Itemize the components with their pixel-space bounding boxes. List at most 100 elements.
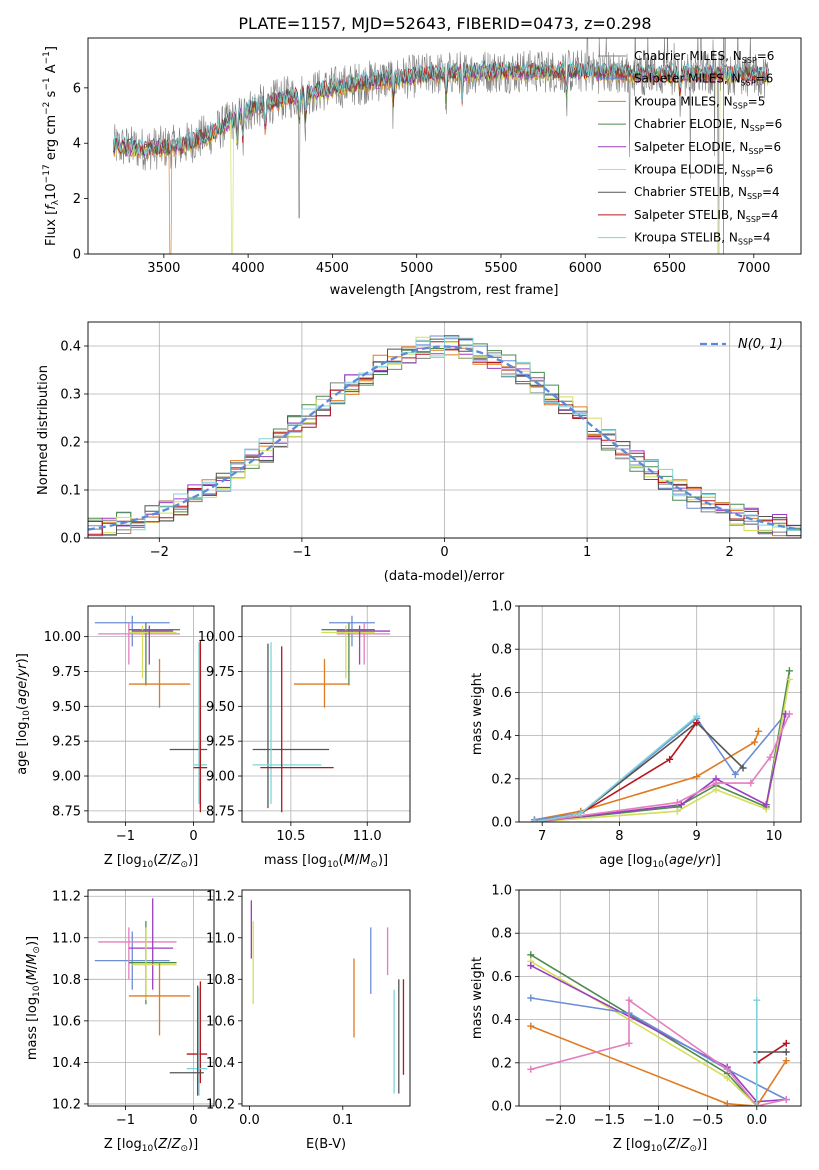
data-marker xyxy=(530,818,538,822)
y-tick-label: 8.75 xyxy=(52,804,81,819)
figure-title: PLATE=1157, MJD=52643, FIBERID=0473, z=0… xyxy=(238,14,651,33)
y-tick-label: 4 xyxy=(73,137,81,152)
x-tick-label: 4500 xyxy=(316,261,349,276)
plot-area xyxy=(250,900,405,1094)
y-axis-label: Flux [fλ10−17 erg cm−2 s−1 A−1] xyxy=(42,46,61,246)
x-tick-label: 11.0 xyxy=(353,829,382,844)
legend-entry: N(0, 1) xyxy=(738,337,783,352)
panel-mass_weight_vs_Z: −2.0 −1.5 −1.0 −0.5 0.0 0.0 0.2 0.4 0.6 0.8 1.0 Z [… xyxy=(470,884,802,1154)
y-tick-label: 0.4 xyxy=(60,340,81,355)
data-marker xyxy=(723,1065,731,1073)
data-marker xyxy=(527,962,535,970)
y-axis-label: Normed distribution xyxy=(36,365,51,495)
spectrum-model-line xyxy=(112,60,769,156)
plot-area xyxy=(252,615,391,813)
y-tick-label: 1.0 xyxy=(491,884,512,899)
y-tick-label: 11.0 xyxy=(206,931,235,946)
data-marker xyxy=(785,667,793,675)
data-marker xyxy=(753,996,761,1004)
data-marker xyxy=(577,809,585,817)
y-tick-label: 10.6 xyxy=(206,1014,235,1029)
x-axis-label: Z [log10(Z/Z⊙)] xyxy=(104,1137,198,1154)
y-tick-label: 6 xyxy=(73,81,81,96)
legend-entry: Kroupa STELIB, NSSP=4 xyxy=(634,231,771,247)
spectrum-model-line xyxy=(112,60,769,156)
data-marker xyxy=(731,770,739,778)
y-tick-label: 9.50 xyxy=(52,700,81,715)
x-tick-label: 7000 xyxy=(737,261,770,276)
x-axis-label: Z [log10(Z/Z⊙)] xyxy=(613,1137,707,1154)
y-tick-label: 9.00 xyxy=(52,770,81,785)
y-tick-label: 9.25 xyxy=(206,735,235,750)
data-marker xyxy=(782,1096,790,1104)
y-tick-label: 0.8 xyxy=(491,927,512,942)
data-marker xyxy=(527,994,535,1002)
axes-frame xyxy=(87,605,215,823)
data-marker xyxy=(782,1048,790,1056)
data-marker xyxy=(712,779,720,787)
legend-entry: Chabrier STELIB, NSSP=4 xyxy=(634,185,780,201)
y-tick-label: 10.00 xyxy=(44,630,81,645)
x-tick-label: 2 xyxy=(726,545,734,560)
data-marker xyxy=(625,996,633,1004)
x-axis-label: wavelength [Angstrom, rest frame] xyxy=(330,283,559,298)
x-tick-label: 5500 xyxy=(484,261,517,276)
series-line xyxy=(530,1025,787,1106)
x-tick-label: 0.1 xyxy=(332,1113,353,1128)
data-marker xyxy=(712,786,720,794)
y-tick-label: 0.8 xyxy=(491,643,512,658)
x-tick-label: 8 xyxy=(615,829,623,844)
y-tick-label: 0.2 xyxy=(491,772,512,787)
x-tick-label: −2.0 xyxy=(544,1113,576,1128)
gaussian-curve xyxy=(88,345,801,531)
x-tick-label: −1 xyxy=(116,829,135,844)
y-axis-label: mass weight xyxy=(470,673,485,755)
y-tick-label: 0.0 xyxy=(491,1100,512,1115)
y-tick-label: 0.2 xyxy=(491,1056,512,1071)
y-tick-label: 10.00 xyxy=(198,630,235,645)
data-marker xyxy=(673,807,681,815)
y-tick-label: 10.4 xyxy=(206,1056,235,1071)
y-tick-label: 9.25 xyxy=(52,735,81,750)
y-tick-label: 0.1 xyxy=(60,484,81,499)
x-tick-label: −1 xyxy=(292,545,311,560)
series-line xyxy=(534,713,787,822)
panel-age_vs_Z: −1 0 8.75 9.00 9.25 9.50 9.75 10.00 Z [log10(Z/Z… xyxy=(15,605,215,870)
spectrum-data-line xyxy=(113,38,769,254)
y-tick-label: 10.8 xyxy=(52,973,81,988)
x-tick-label: 6500 xyxy=(653,261,686,276)
y-tick-label: 10.2 xyxy=(206,1097,235,1112)
x-tick-label: 10.5 xyxy=(276,829,305,844)
plot-area xyxy=(527,951,790,1106)
axes-frame xyxy=(518,605,802,823)
axes-frame xyxy=(87,321,802,539)
x-tick-label: 6000 xyxy=(569,261,602,276)
x-tick-label: −1.0 xyxy=(643,1113,675,1128)
x-axis-label: age [log10(age/yr)] xyxy=(599,853,721,870)
x-tick-label: −2 xyxy=(150,545,169,560)
data-marker xyxy=(751,738,759,746)
data-marker xyxy=(782,1057,790,1065)
data-marker xyxy=(527,1065,535,1073)
y-tick-label: 11.0 xyxy=(52,931,81,946)
x-tick-label: 4000 xyxy=(232,261,265,276)
y-tick-label: 1.0 xyxy=(491,600,512,615)
y-tick-label: 9.75 xyxy=(206,665,235,680)
panel-mass_weight_vs_age: 7 8 9 10 0.0 0.2 0.4 0.6 0.8 1.0 age [log10(age/yr… xyxy=(470,600,802,870)
data-marker xyxy=(785,710,793,718)
axes-frame xyxy=(87,889,215,1107)
y-tick-label: 0.6 xyxy=(491,970,512,985)
y-tick-label: 9.00 xyxy=(206,770,235,785)
legend-entry: Salpeter MILES, NSSP=6 xyxy=(634,72,773,88)
x-tick-label: 9 xyxy=(693,829,701,844)
panel-mass_vs_Z: −1 0 10.2 10.4 10.6 10.8 11.0 11.2 Z [log10(Z/Z⊙… xyxy=(25,889,215,1154)
series-line xyxy=(530,998,787,1106)
y-tick-label: 10.2 xyxy=(52,1097,81,1112)
data-marker xyxy=(723,1074,731,1082)
data-marker xyxy=(527,1022,535,1030)
x-tick-label: 0 xyxy=(440,545,448,560)
axes-frame xyxy=(87,37,802,255)
data-marker xyxy=(766,753,774,761)
y-tick-label: 10.8 xyxy=(206,973,235,988)
